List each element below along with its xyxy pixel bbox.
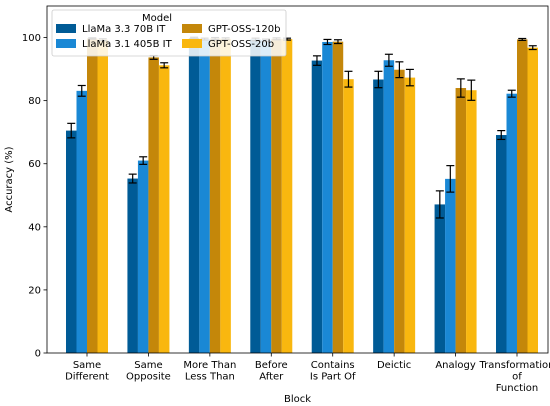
legend-swatch — [182, 39, 202, 48]
bar-llama-3-1-405b-it — [322, 41, 333, 353]
bar-gpt-oss-120b — [517, 39, 528, 354]
x-tick-label: Transformation — [478, 360, 550, 371]
bar-llama-3-1-405b-it — [383, 60, 395, 354]
axes-frame — [46, 5, 549, 354]
y-tick-label: 40 — [28, 222, 41, 233]
y-axis-title: Accuracy (%) — [4, 146, 15, 212]
x-tick-label: Different — [65, 372, 109, 383]
legend-label: GPT-OSS-20b — [208, 39, 274, 50]
legend-box — [51, 9, 287, 57]
legend-label: LlaMa 3.3 70B IT — [82, 24, 166, 35]
x-tick-label: Contains — [311, 360, 355, 371]
y-tick-label: 80 — [28, 96, 41, 107]
legend-label: LlaMa 3.1 405B IT — [82, 39, 173, 50]
legend-swatch — [56, 24, 76, 33]
legend: Model LlaMa 3.3 70B IT LlaMa 3.1 405B IT G… — [51, 9, 287, 57]
bar-llama-3-1-405b-it — [137, 160, 149, 353]
bar-gpt-oss-20b — [220, 38, 231, 353]
legend-swatch — [56, 39, 76, 48]
bar-llama-3-1-405b-it — [445, 178, 456, 353]
bar-llama-3-3-70b-it — [250, 39, 261, 354]
bar-gpt-oss-120b — [148, 57, 159, 353]
bar-llama-3-3-70b-it — [188, 37, 200, 354]
y-tick-label: 0 — [35, 349, 41, 360]
bar-gpt-oss-120b — [455, 88, 467, 353]
x-tick-label: After — [259, 372, 284, 383]
y-tick-label: 100 — [22, 33, 41, 44]
bar-llama-3-3-70b-it — [496, 135, 507, 353]
bar-gpt-oss-20b — [404, 77, 416, 353]
legend-label: GPT-OSS-120b — [208, 24, 280, 35]
bar-gpt-oss-120b — [332, 41, 344, 353]
bar-gpt-oss-20b — [158, 65, 170, 354]
x-tick-label: Is Part Of — [310, 372, 356, 383]
bar-gpt-oss-120b — [271, 38, 282, 353]
bar-llama-3-3-70b-it — [434, 204, 446, 353]
y-tick-label: 60 — [28, 159, 41, 170]
bar-gpt-oss-20b — [281, 39, 293, 353]
x-tick-label: Less Than — [185, 372, 235, 383]
y-tick-label: 20 — [28, 285, 41, 296]
x-tick-label: Before — [255, 360, 288, 371]
x-tick-label: Analogy — [435, 360, 476, 371]
bar-llama-3-1-405b-it — [76, 90, 87, 353]
x-tick-label: Same — [73, 360, 101, 371]
x-tick-label: Opposite — [126, 372, 171, 383]
bar-llama-3-3-70b-it — [373, 79, 384, 353]
bar-gpt-oss-120b — [394, 69, 405, 354]
bar-gpt-oss-20b — [343, 79, 354, 353]
x-axis-title: Block — [284, 394, 311, 405]
x-tick-label: Function — [496, 383, 539, 394]
bar-gpt-oss-120b — [87, 38, 98, 353]
y-axis: 0 20 40 60 80 100 — [22, 33, 47, 360]
bar-gpt-oss-20b — [527, 47, 538, 353]
legend-title: Model — [142, 13, 172, 24]
bar-groups — [66, 37, 538, 354]
x-tick-label: Deictic — [377, 360, 411, 371]
bar-llama-3-1-405b-it — [199, 39, 210, 353]
bar-llama-3-1-405b-it — [506, 93, 517, 354]
x-tick-label: Same — [134, 360, 162, 371]
bar-gpt-oss-120b — [209, 38, 221, 353]
bar-gpt-oss-20b — [466, 90, 477, 353]
bar-llama-3-3-70b-it — [127, 178, 138, 353]
legend-swatch — [182, 24, 202, 33]
x-tick-label: of — [512, 372, 522, 383]
bar-llama-3-1-405b-it — [260, 40, 272, 353]
x-tick-label: More Than — [183, 360, 236, 371]
bar-gpt-oss-20b — [97, 39, 108, 354]
bar-llama-3-3-70b-it — [311, 60, 323, 353]
bar-llama-3-3-70b-it — [66, 130, 77, 353]
